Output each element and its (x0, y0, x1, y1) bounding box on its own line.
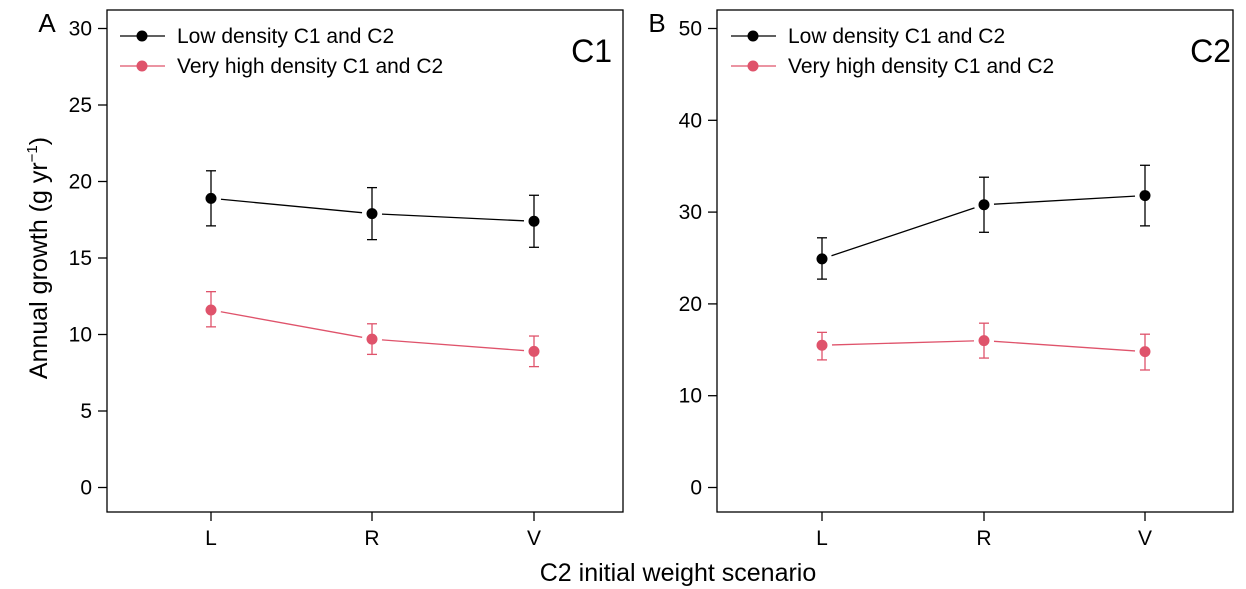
panel-b-x-tick-label: R (976, 527, 991, 550)
legend-marker-high-a (136, 60, 148, 72)
panel-a-low-density-point (528, 215, 540, 227)
panel-b-x-tick-label: L (816, 527, 828, 550)
panel-a-plot-frame (106, 9, 624, 513)
panel-b-low-density-line-segment (993, 195, 1136, 205)
panel-a-y-tick-label: 25 (69, 94, 92, 117)
panel-b-low-density-point (1139, 190, 1151, 202)
x-axis-title: C2 initial weight scenario (540, 559, 817, 587)
panel-a-y-tick-label: 0 (80, 477, 92, 500)
legend-marker-low-a (136, 30, 148, 42)
panel-a-low-density-line-segment (220, 198, 363, 214)
panel-letter-a: A (38, 8, 56, 38)
panel-a-very-high-density-point (528, 345, 540, 357)
panel-a-y-tick-label: 10 (69, 324, 92, 347)
legend-label-low-b: Low density C1 and C2 (788, 25, 1005, 48)
panel-a-very-high-density-point (366, 333, 378, 345)
panel-b-y-tick-label: 30 (679, 201, 702, 224)
y-axis-title-main: Annual growth (g yr (25, 162, 53, 379)
panel-a-y-tick-label: 5 (80, 400, 92, 423)
panel-tag-c2: C2 (1190, 33, 1231, 69)
panel-b-very-high-density-point (816, 339, 828, 351)
legend-marker-high-b (747, 60, 759, 72)
legend-label-high-a: Very high density C1 and C2 (177, 55, 443, 78)
panel-a-low-density-line-segment (381, 213, 525, 222)
panel-a-y-tick-label: 15 (69, 247, 92, 270)
panel-b-y-tick-label: 10 (679, 385, 702, 408)
panel-b-low-density-point (816, 253, 828, 265)
panel-a-x-tick-label: L (205, 527, 217, 550)
panel-a-x-tick-label: R (364, 527, 379, 550)
legend-marker-low-b (747, 30, 759, 42)
panel-b: B C2 Low density C1 and C2 Very high den… (648, 8, 1234, 550)
panel-b-very-high-density-point (1139, 346, 1151, 358)
panel-a-low-density-point (205, 192, 217, 204)
legend-label-high-b: Very high density C1 and C2 (788, 55, 1054, 78)
y-axis-title-superscript: −1 (24, 145, 41, 162)
y-axis-title: Annual growth (g yr−1) (24, 137, 53, 379)
panel-a-y-tick-label: 30 (69, 18, 92, 41)
legend-b: Low density C1 and C2 Very high density … (731, 25, 1054, 78)
panel-a-low-density-point (366, 208, 378, 220)
panel-b-y-tick-label: 20 (679, 293, 702, 316)
panel-b-very-high-density-line-segment (831, 340, 975, 346)
panel-b-y-tick-label: 40 (679, 109, 702, 132)
panel-b-y-tick-label: 50 (679, 18, 702, 41)
panel-a-very-high-density-point (205, 304, 217, 316)
panel-letter-b: B (648, 8, 665, 38)
panel-a-very-high-density-line-segment (381, 339, 525, 352)
panel-b-x-tick-label: V (1138, 527, 1152, 550)
y-axis-title-close: ) (25, 137, 53, 145)
legend-label-low-a: Low density C1 and C2 (177, 25, 394, 48)
panel-b-plot-frame (716, 9, 1234, 513)
panel-b-y-tick-label: 0 (690, 477, 702, 500)
panel-b-low-density-line-segment (831, 207, 975, 257)
panel-b-very-high-density-point (978, 335, 990, 347)
panel-tag-c1: C1 (571, 33, 612, 69)
panel-a-very-high-density-line-segment (220, 311, 363, 338)
panel-b-very-high-density-line-segment (993, 340, 1136, 352)
legend-a: Low density C1 and C2 Very high density … (120, 25, 443, 78)
panel-a-y-tick-label: 20 (69, 171, 92, 194)
panel-b-low-density-point (978, 199, 990, 211)
panel-a-x-tick-label: V (527, 527, 541, 550)
panel-a: A C1 Low density C1 and C2 Very high den… (38, 8, 624, 550)
